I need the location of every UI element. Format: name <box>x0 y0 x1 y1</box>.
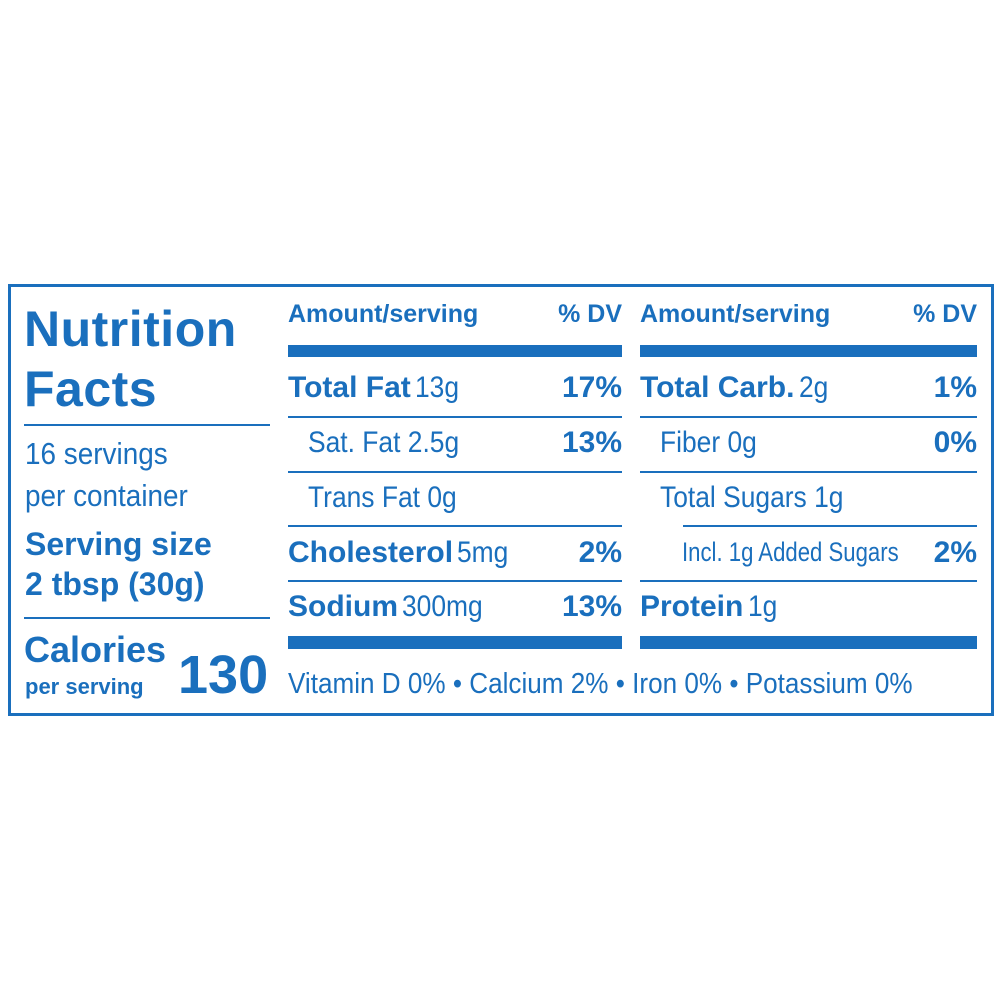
right-header-dv: % DV <box>913 300 977 328</box>
servings-per-container-line-2: per container <box>25 478 188 513</box>
divider <box>24 617 270 619</box>
dv-cholesterol: 2% <box>578 536 622 569</box>
divider <box>288 416 622 418</box>
servings-per-container-line-1: 16 servings <box>25 436 168 471</box>
divider <box>640 471 977 473</box>
nutrient-row-sodium: Sodium 300mg <box>288 590 484 623</box>
divider <box>640 580 977 582</box>
nutrient-row-total-fat: Total Fat 13g <box>288 371 460 404</box>
nutrient-row-trans-fat: Trans Fat 0g <box>308 481 457 514</box>
calories-label: Calories <box>24 629 167 670</box>
right-header-amount: Amount/serving <box>640 300 831 328</box>
nutrient-row-added-sugars: Incl. 1g Added Sugars <box>682 537 899 567</box>
thick-divider <box>640 636 977 649</box>
serving-size-value: 2 tbsp (30g) <box>25 566 205 602</box>
nutrient-row-total-carb: Total Carb. 2g <box>640 371 829 404</box>
nutrient-row-protein: Protein 1g <box>640 590 778 623</box>
dv-total-carb: 1% <box>933 371 977 404</box>
calories-sublabel: per serving <box>25 674 144 699</box>
thick-divider <box>640 345 977 357</box>
calories-value: 130 <box>178 645 269 705</box>
divider <box>288 525 622 527</box>
divider <box>683 525 977 527</box>
dv-added-sugars: 2% <box>933 536 977 569</box>
thick-divider <box>288 345 622 357</box>
dv-sodium: 13% <box>561 590 622 623</box>
divider <box>288 471 622 473</box>
left-header-dv: % DV <box>558 300 622 328</box>
dv-total-fat: 17% <box>561 371 622 404</box>
divider <box>24 424 270 426</box>
nutrient-row-total-sugars: Total Sugars 1g <box>660 481 844 514</box>
title-line-2: Facts <box>24 361 158 417</box>
dv-fiber: 0% <box>933 426 977 459</box>
title-line-1: Nutrition <box>24 301 237 357</box>
nutrient-row-fiber: Fiber 0g <box>660 426 757 459</box>
nutrient-row-sat-fat: Sat. Fat 2.5g <box>308 426 460 459</box>
dv-sat-fat: 13% <box>561 426 622 459</box>
serving-size-label: Serving size <box>25 526 212 562</box>
left-header-amount: Amount/serving <box>288 300 479 328</box>
thick-divider <box>288 636 622 649</box>
divider <box>288 580 622 582</box>
vitamins-minerals-line: Vitamin D 0% • Calcium 2% • Iron 0% • Po… <box>288 668 913 700</box>
divider <box>640 416 977 418</box>
nutrient-row-cholesterol: Cholesterol 5mg <box>288 536 509 569</box>
